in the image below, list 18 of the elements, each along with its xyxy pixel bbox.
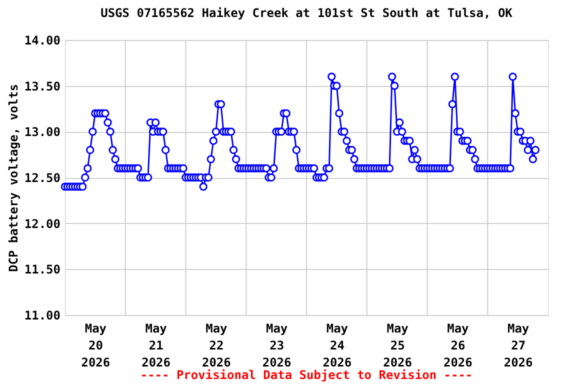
y-tick-label: 13.00 xyxy=(24,125,60,140)
y-tick-label: 12.50 xyxy=(24,171,60,185)
x-tick-label: May 24 2026 xyxy=(322,322,352,370)
x-tick-label: May 27 2026 xyxy=(504,322,533,370)
x-tick-label: May 22 2026 xyxy=(202,322,231,370)
y-tick-label: 13.50 xyxy=(24,79,60,94)
x-tick-label: May 21 2026 xyxy=(142,322,171,370)
chart-title: USGS 07165562 Haikey Creek at 101st St South at Tulsa, OK xyxy=(100,6,514,20)
y-tick-label: 12.00 xyxy=(24,216,60,231)
y-tick-label: 11.50 xyxy=(24,262,60,277)
y-tick-label: 11.00 xyxy=(24,308,60,322)
x-tick-label: May 20 2026 xyxy=(81,322,110,370)
x-tick-label: May 26 2026 xyxy=(443,322,472,370)
y-axis-title: DCP battery voltage, volts xyxy=(6,84,20,272)
y-tick-label: 14.00 xyxy=(24,34,60,48)
text: ---- Provisional Data Subject to Revision ---- xyxy=(140,368,473,382)
x-tick-label: May 25 2026 xyxy=(383,322,412,370)
x-tick-label: May 23 2026 xyxy=(262,322,292,370)
